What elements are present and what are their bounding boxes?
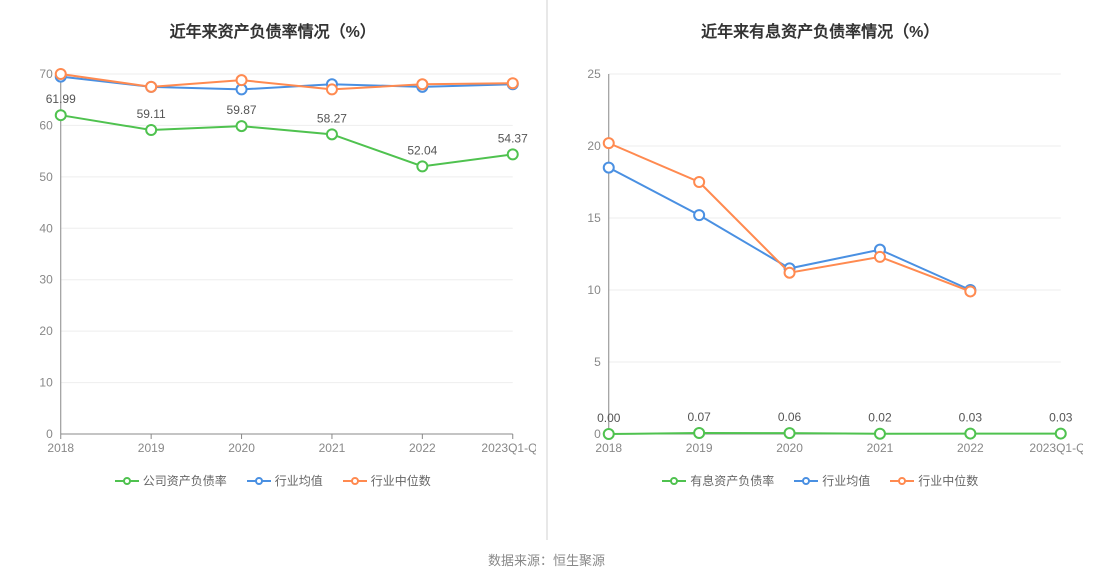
y-axis-label: 25 [587,67,601,81]
y-axis-label: 20 [587,139,601,153]
legend-label: 行业中位数 [371,472,431,489]
y-axis-label: 0 [46,427,53,441]
x-axis-label: 2021 [319,441,346,455]
series-marker [965,286,975,296]
legend-item: 行业均值 [247,472,323,489]
series-marker [237,75,247,85]
y-axis-label: 5 [594,355,601,369]
series-marker [1055,429,1065,439]
series-marker [603,163,613,173]
charts-container: 近年来资产负债率情况（%）010203040506070201820192020… [0,0,1093,540]
legend-item: 有息资产负债率 [662,472,774,489]
data-source-footer: 数据来源：恒生聚源 [0,540,1093,579]
legend-marker-icon [662,475,686,487]
x-axis-label: 2020 [776,441,803,455]
series-marker [603,138,613,148]
data-label: 52.04 [407,143,437,157]
legend-marker-icon [115,475,139,487]
legend-label: 公司资产负债率 [143,472,227,489]
data-label: 0.06 [777,410,801,424]
legend-marker-icon [890,475,914,487]
series-marker [327,84,337,94]
x-axis-label: 2019 [138,441,165,455]
data-label: 0.00 [597,411,621,425]
series-marker [56,69,66,79]
series-marker [874,429,884,439]
chart-panel-1: 近年来有息资产负债率情况（%） 0 5 10 15 20 25 2018 2019 2020 202… [548,0,1093,540]
series-marker [694,210,704,220]
series-marker [56,110,66,120]
series-marker [694,428,704,438]
series-marker [417,161,427,171]
chart-svg: 0 5 10 15 20 25 2018 2019 2020 2021 2022 2023Q1-Q3 0… [558,54,1084,464]
y-axis-label: 40 [39,221,53,235]
y-axis-label: 10 [587,283,601,297]
legend-label: 有息资产负债率 [690,472,774,489]
series-marker [146,125,156,135]
chart-legend: 公司资产负债率 行业均值 行业中位数 [10,472,536,489]
y-axis-label: 70 [39,67,53,81]
data-label: 59.11 [137,107,166,121]
series-marker [327,129,337,139]
chart-area: 0 5 10 15 20 25 2018 2019 2020 2021 2022 2023Q1-Q3 0… [558,54,1084,464]
series-marker [237,121,247,131]
x-axis-label: 2023Q1-Q3 [1029,441,1083,455]
x-axis-label: 2018 [47,441,74,455]
legend-marker-icon [343,475,367,487]
y-axis-label: 0 [594,427,601,441]
series-marker [784,428,794,438]
chart-svg: 0 10 20 30 40 50 60 70 2018 2019 2020 2021 2022 2023Q… [10,54,536,464]
legend-label: 行业均值 [275,472,323,489]
y-axis-label: 20 [39,324,53,338]
y-axis-label: 15 [587,211,601,225]
series-marker [965,429,975,439]
chart-panel-0: 近年来资产负债率情况（%） 0 10 20 30 40 50 60 70 2018 2019 2020… [0,0,548,540]
chart-legend: 有息资产负债率 行业均值 行业中位数 [558,472,1084,489]
data-label: 58.27 [317,111,347,125]
y-axis-label: 30 [39,273,53,287]
x-axis-label: 2022 [956,441,983,455]
data-label: 0.02 [868,411,892,425]
series-marker [417,79,427,89]
legend-item: 公司资产负债率 [115,472,227,489]
data-label: 0.07 [687,410,711,424]
y-axis-label: 60 [39,118,53,132]
series-marker [508,149,518,159]
series-marker [603,429,613,439]
chart-title: 近年来有息资产负债率情况（%） [558,18,1084,42]
legend-label: 行业均值 [822,472,870,489]
series-line [608,433,1060,434]
x-axis-label: 2018 [595,441,622,455]
y-axis-label: 50 [39,170,53,184]
x-axis-label: 2019 [685,441,712,455]
data-label: 0.03 [1049,411,1073,425]
legend-item: 行业中位数 [343,472,431,489]
legend-label: 行业中位数 [918,472,978,489]
legend-marker-icon [247,475,271,487]
data-label: 54.37 [498,131,528,145]
series-marker [146,82,156,92]
legend-marker-icon [794,475,818,487]
series-marker [874,252,884,262]
x-axis-label: 2022 [409,441,436,455]
x-axis-label: 2021 [866,441,893,455]
data-label: 61.99 [46,92,76,106]
series-marker [694,177,704,187]
data-label: 0.03 [958,411,982,425]
series-marker [784,268,794,278]
x-axis-label: 2020 [228,441,255,455]
series-marker [508,78,518,88]
data-label: 59.87 [227,103,257,117]
chart-title: 近年来资产负债率情况（%） [10,18,536,42]
chart-area: 0 10 20 30 40 50 60 70 2018 2019 2020 2021 2022 2023Q… [10,54,536,464]
series-line [61,115,513,166]
legend-item: 行业中位数 [890,472,978,489]
x-axis-label: 2023Q1-Q3 [481,441,535,455]
legend-item: 行业均值 [794,472,870,489]
y-axis-label: 10 [39,376,53,390]
